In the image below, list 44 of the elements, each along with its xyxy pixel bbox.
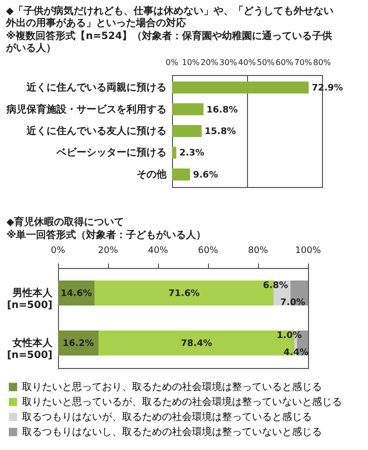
bar [172, 168, 190, 180]
x-tick-label: 20% [98, 246, 118, 256]
chart-subtitle: ※単一回答形式（対象者：子どもがいる人） [6, 229, 206, 241]
x-tick-label: 60% [276, 58, 294, 67]
data-label: 16.8% [206, 105, 238, 116]
x-tick-label: 80% [248, 246, 268, 256]
x-tick-label: 50% [256, 58, 276, 67]
legend-label: 取りたいと思っているが、取るための社会環境は整っていないと感じる [22, 396, 342, 408]
y-tick-label: ベビーシッターに預ける [56, 146, 166, 159]
x-tick-label: 0% [166, 58, 179, 67]
data-label: 15.8% [204, 127, 236, 137]
y-tick-label: 男性本人 [n=500] [6, 287, 54, 311]
data-label: 7.0% [280, 298, 306, 308]
x-tick-label: 0% [50, 246, 66, 256]
x-tick-label: 10% [182, 58, 200, 67]
data-label: 14.6% [60, 289, 92, 299]
y-tick-label: 病児保育施設・サービスを利用する [6, 103, 166, 116]
data-label: 71.6% [168, 289, 200, 299]
x-tick-label: 30% [219, 58, 238, 67]
data-label: 9.6% [193, 170, 218, 180]
x-tick-label: 80% [313, 58, 332, 67]
data-label: 2.3% [179, 148, 204, 159]
x-tick-label: 70% [294, 58, 313, 67]
x-tick-label: 100% [295, 246, 322, 256]
chart-title: ◆「子供が病気だけれども、仕事は休めない」や、「どうしても外せない外出の用事がある」といった場合の対応 [5, 5, 334, 29]
y-tick-label: 近くに住んでいる両親に預ける [26, 82, 166, 94]
x-tick-label: 40% [148, 246, 168, 256]
y-tick-label: その他 [136, 168, 168, 180]
x-tick-label: 60% [198, 246, 218, 256]
bar [172, 103, 204, 116]
legend-label: 取るつもりはないし、取るための社会環境は整っていないと感じる [22, 426, 322, 438]
x-tick-label: 20% [200, 58, 219, 67]
bar [172, 125, 202, 137]
x-tick-label: 40% [238, 58, 256, 67]
y-tick-label: 女性本人 [n=500] [6, 337, 54, 361]
legend-label: 取りたいと思っており、取るための社会環境は整っていると感じる [22, 381, 322, 393]
bar [172, 82, 309, 94]
chart-subtitle: ※複数回答形式【n=524】（対象者：保育園や幼稚園に通っている子供がいる人） [5, 30, 332, 54]
legend-label: 取るつもりはないが、取るための社会環境は整っていると感じる [22, 411, 312, 423]
y-tick-label: 近くに住んでいる友人に預ける [26, 125, 166, 137]
chart-title: ◆育児休暇の取得について [6, 216, 124, 228]
data-label: 78.4% [180, 339, 212, 349]
data-label: 16.2% [62, 339, 94, 349]
bar [172, 146, 176, 159]
